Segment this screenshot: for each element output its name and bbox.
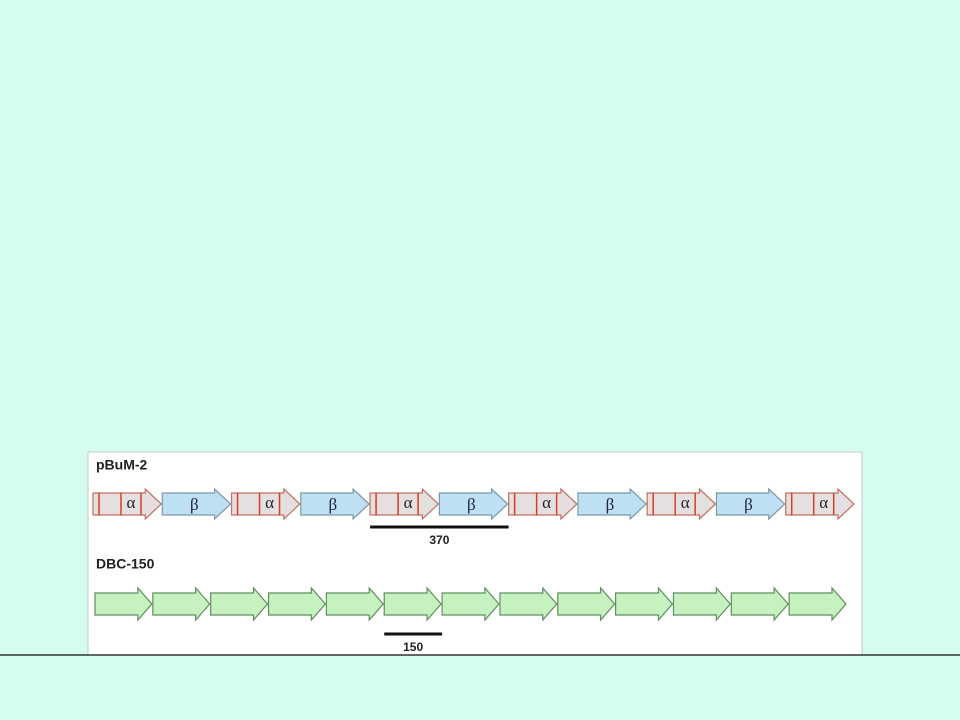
unit-label: β: [606, 495, 615, 514]
arrow: [383, 586, 442, 622]
arrow: [499, 586, 558, 622]
arrow: [508, 487, 578, 521]
arrow: [730, 586, 789, 622]
arrow: [557, 586, 616, 622]
arrow: [788, 586, 847, 622]
scale-label: 370: [429, 533, 449, 547]
unit-label: β: [744, 495, 753, 514]
unit-label: α: [819, 493, 828, 512]
arrow: [672, 586, 732, 622]
arrow: [325, 586, 385, 622]
arrow: [92, 487, 163, 521]
unit-label: α: [542, 493, 551, 512]
unit-label: β: [328, 495, 337, 514]
unit-label: α: [681, 493, 690, 512]
arrow: [161, 487, 232, 521]
arrow: [152, 586, 211, 622]
arrow: [577, 487, 648, 521]
arrow: [646, 487, 717, 521]
arrow: [715, 487, 786, 521]
arrow: [369, 487, 440, 521]
arrow: [300, 487, 370, 521]
unit-label: α: [265, 493, 274, 512]
arrow: [267, 586, 327, 622]
arrow: [615, 586, 674, 622]
arrow: [438, 487, 509, 521]
arrow: [441, 586, 500, 622]
diagram: pBuM-2 α β α β α β α β α β α 370 DBC-150 150: [92, 457, 855, 654]
arrow: [230, 487, 301, 521]
arrow: [210, 586, 269, 622]
unit-label: α: [127, 493, 136, 512]
arrow: [785, 487, 855, 521]
scale-label: 150: [403, 640, 423, 654]
figure-panel: [87, 451, 863, 656]
unit-label: β: [190, 495, 199, 514]
arrow: [94, 586, 153, 622]
row-label: DBC-150: [96, 556, 155, 572]
unit-label: β: [467, 495, 476, 514]
row-label: pBuM-2: [96, 457, 148, 473]
unit-label: α: [404, 493, 413, 512]
